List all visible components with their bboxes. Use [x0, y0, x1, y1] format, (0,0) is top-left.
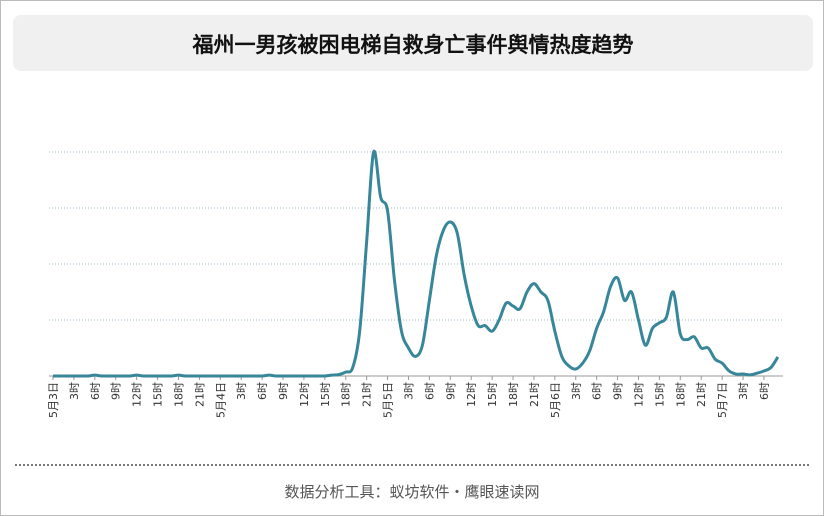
- x-tick-label: 12时: [465, 382, 478, 407]
- x-tick-label: 21时: [193, 382, 206, 407]
- x-tick-label: 5月5日: [382, 382, 395, 418]
- x-tick-label: 9时: [110, 382, 123, 400]
- x-tick-label: 3时: [68, 382, 81, 400]
- x-tick-label: 6时: [591, 382, 604, 400]
- footer: 数据分析工具：蚁坊软件・鹰眼速读网: [284, 483, 540, 501]
- x-tick-label: 18时: [340, 382, 353, 407]
- x-tick-label: 15时: [319, 382, 332, 407]
- x-tick-label: 3时: [737, 382, 750, 400]
- x-tick-label: 5月7日: [716, 382, 729, 418]
- x-tick-label: 9时: [277, 382, 290, 400]
- x-tick-label: 3时: [235, 382, 248, 400]
- x-tick-label: 15时: [152, 382, 165, 407]
- x-tick-label: 5月6日: [549, 382, 562, 418]
- x-tick-label: 18时: [172, 382, 185, 407]
- x-tick-label: 15时: [486, 382, 499, 407]
- x-tick-label: 9时: [444, 382, 457, 400]
- chart: 5月3日 3时 6时 9时 12时 15时 18时 21时 5月4日 3时 6时 9时 12时 15时 18…: [47, 149, 783, 418]
- x-tick-label: 12时: [131, 382, 144, 407]
- x-tick-label: 18时: [674, 382, 687, 407]
- x-tick-label: 5月3日: [47, 382, 60, 418]
- x-tick-label: 15时: [653, 382, 666, 407]
- x-tick-label: 6时: [758, 382, 771, 400]
- x-tick-label: 3时: [402, 382, 415, 400]
- title-box: 福州一男孩被困电梯自救身亡事件舆情热度趋势: [13, 15, 813, 71]
- x-tick-label: 12时: [632, 382, 645, 407]
- x-tick-label: 18时: [507, 382, 520, 407]
- x-tick-label: 21时: [528, 382, 541, 407]
- x-tick-label: 5月4日: [214, 382, 227, 418]
- x-tick-label: 6时: [423, 382, 436, 400]
- line: [53, 149, 780, 378]
- x-tick-label: 6时: [256, 382, 269, 400]
- x-tick-label: 21时: [695, 382, 708, 407]
- x-tick-label: 3时: [570, 382, 583, 400]
- x-tick-label: 12时: [298, 382, 311, 407]
- x-tick-label: 6时: [89, 382, 102, 400]
- separator: [15, 464, 809, 466]
- x-tick-label: 9时: [612, 382, 625, 400]
- chart-title: 福州一男孩被困电梯自救身亡事件舆情热度趋势: [192, 33, 634, 57]
- x-tick-label: 21时: [361, 382, 374, 407]
